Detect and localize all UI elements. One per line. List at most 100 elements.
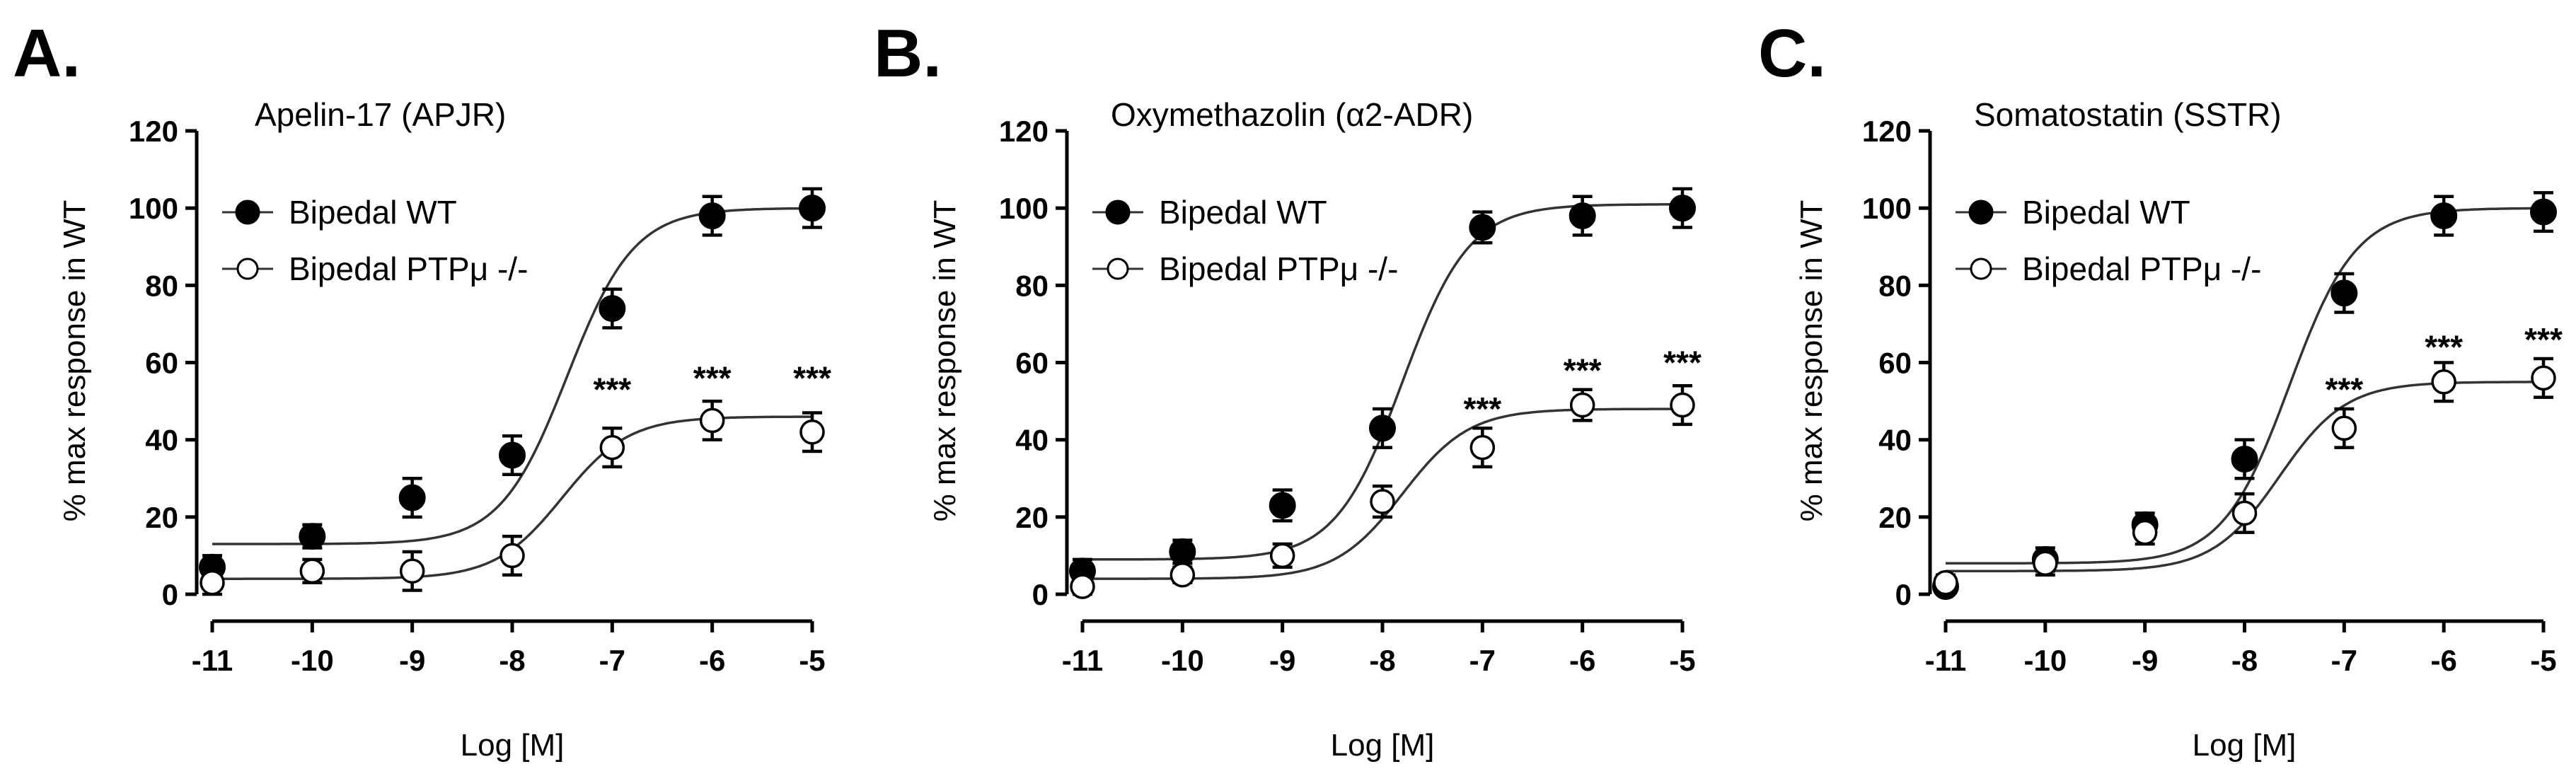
data-point-open [2531,365,2556,391]
legend-marker [1968,199,1994,225]
y-tick-label: 120 [1862,115,1912,148]
data-point-filled [1469,214,1496,241]
legend-marker [1105,199,1131,225]
x-tick-label: -5 [1669,644,1695,677]
data-point-filled [599,295,626,323]
data-point-filled [499,441,526,469]
x-axis-label: Log [M] [461,728,565,763]
y-tick-label: 60 [1878,347,1912,380]
data-point-open [1569,392,1595,418]
x-tick-label: -10 [291,644,334,677]
plot-area: 0 20 40 60 80 100 120 -11 -10 -9 -8 -7 -6 -5 *** *** ***… [129,115,831,677]
y-tick-label: 80 [1015,269,1049,302]
x-tick-label: -11 [192,644,233,677]
x-tick-label: -9 [399,644,425,677]
x-tick-label: -7 [1469,644,1496,677]
y-tick-label: 60 [145,347,178,380]
x-tick-label: -11 [1062,644,1103,677]
significance-label: *** [2325,371,2363,408]
data-point-open [799,420,825,445]
x-tick-label: -7 [599,644,625,677]
panel-title: Somatostatin (SSTR) [1974,96,2282,133]
y-tick-label: 120 [999,115,1049,148]
y-tick-label: 0 [162,578,178,611]
legend-marker [236,258,259,280]
data-point-filled [1669,195,1696,222]
y-tick-label: 40 [1015,424,1049,457]
legend-label: Bipedal PTPμ -/- [289,250,528,287]
significance-label: *** [593,371,631,408]
data-point-filled [698,202,726,230]
panel-title: Oxymethazolin (α2-ADR) [1111,96,1473,133]
legend-marker [1970,258,1992,280]
y-tick-label: 0 [1895,578,1912,611]
panel-letter: A. [13,16,81,91]
data-point-open [1670,392,1695,418]
y-tick-label: 0 [1032,578,1049,611]
data-point-open [1169,562,1196,588]
y-tick-label: 80 [145,269,178,302]
y-axis-label: % max response in WT [57,200,92,522]
data-point-filled [799,195,826,222]
panel-letter: B. [874,16,942,91]
data-point-filled [2330,279,2358,307]
data-point-open [599,434,625,461]
data-point-open [1933,569,1958,596]
y-tick-label: 100 [999,192,1049,225]
panel-c: C. Somatostatin (SSTR) % max response in… [1758,16,2563,763]
significance-label: *** [793,359,831,396]
data-point-filled [1569,202,1596,230]
data-point-open [499,543,525,569]
data-point-filled [2530,198,2557,226]
data-point-open [1269,543,1295,569]
significance-label: *** [1564,352,1602,388]
y-tick-label: 20 [1878,501,1912,534]
data-point-open [200,569,225,596]
x-tick-label: -7 [2331,644,2357,677]
data-point-open [2033,550,2058,577]
x-tick-label: -6 [1569,644,1595,677]
significance-label: *** [693,359,732,396]
data-point-open [1469,434,1496,461]
x-tick-label: -9 [1269,644,1295,677]
x-tick-label: -9 [2132,644,2158,677]
data-point-open [699,407,725,434]
data-point-open [299,558,325,584]
y-tick-label: 40 [145,424,178,457]
panel-letter: C. [1758,16,1826,91]
data-point-open [2331,415,2357,441]
significance-label: *** [1663,345,1702,381]
panel-title: Apelin-17 (APJR) [255,96,506,133]
legend-label: Bipedal WT [2022,194,2190,231]
y-tick-label: 40 [1878,424,1912,457]
legend-label: Bipedal WT [1159,194,1327,231]
y-tick-label: 60 [1015,347,1049,380]
x-tick-label: -5 [2530,644,2556,677]
x-axis-label: Log [M] [2193,728,2297,763]
legend-label: Bipedal PTPμ -/- [1159,250,1398,287]
x-tick-label: -6 [2430,644,2456,677]
data-point-open [399,558,425,584]
y-tick-label: 20 [1015,501,1049,534]
data-point-filled [1369,415,1396,442]
legend-label: Bipedal PTPμ -/- [2022,250,2261,287]
x-tick-label: -10 [1161,644,1204,677]
significance-label: *** [2524,321,2563,358]
x-tick-label: -6 [699,644,725,677]
y-axis-label: % max response in WT [1794,200,1829,522]
plot-area: 0 20 40 60 80 100 120 -11 -10 -9 -8 -7 -6 -5 *** *** ***… [1862,115,2563,677]
data-point-filled [1169,538,1196,565]
legend-label: Bipedal WT [289,194,457,231]
x-axis-label: Log [M] [1331,728,1435,763]
x-tick-label: -8 [1369,644,1395,677]
y-tick-label: 20 [145,501,178,534]
x-tick-label: -5 [799,644,825,677]
x-tick-label: -11 [1925,644,1966,677]
data-point-filled [2430,202,2458,230]
y-axis-label: % max response in WT [928,200,962,522]
panel-b: B. Oxymethazolin (α2-ADR) % max response… [874,16,1702,763]
legend-marker [235,199,260,225]
legend-marker [1107,258,1129,280]
data-point-open [2132,519,2158,545]
